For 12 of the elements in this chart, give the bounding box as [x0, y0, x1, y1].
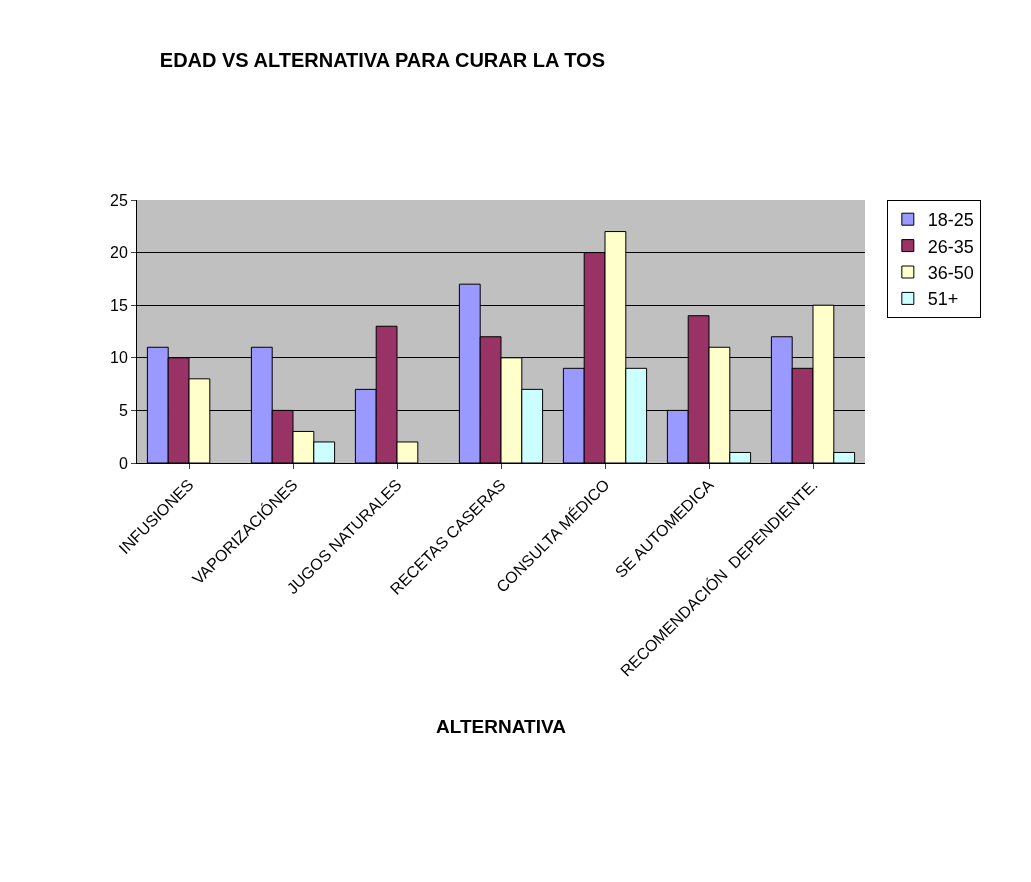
- legend-label: 26-35: [927, 236, 974, 257]
- x-axis-title: ALTERNATIVA: [436, 715, 567, 737]
- legend-label: 51+: [927, 289, 959, 310]
- y-tick-label: 25: [110, 191, 128, 209]
- y-tick-label: 15: [110, 296, 128, 314]
- y-tick-label: 0: [118, 454, 128, 472]
- y-tick-label: 10: [110, 349, 128, 367]
- legend-label: 18-25: [927, 210, 974, 231]
- chart-title: EDAD VS ALTERNATIVA PARA CURAR LA TOS: [159, 48, 605, 71]
- legend-label: 36-50: [927, 263, 974, 284]
- y-tick-label: 5: [118, 402, 128, 419]
- y-tick-label: 20: [110, 244, 128, 262]
